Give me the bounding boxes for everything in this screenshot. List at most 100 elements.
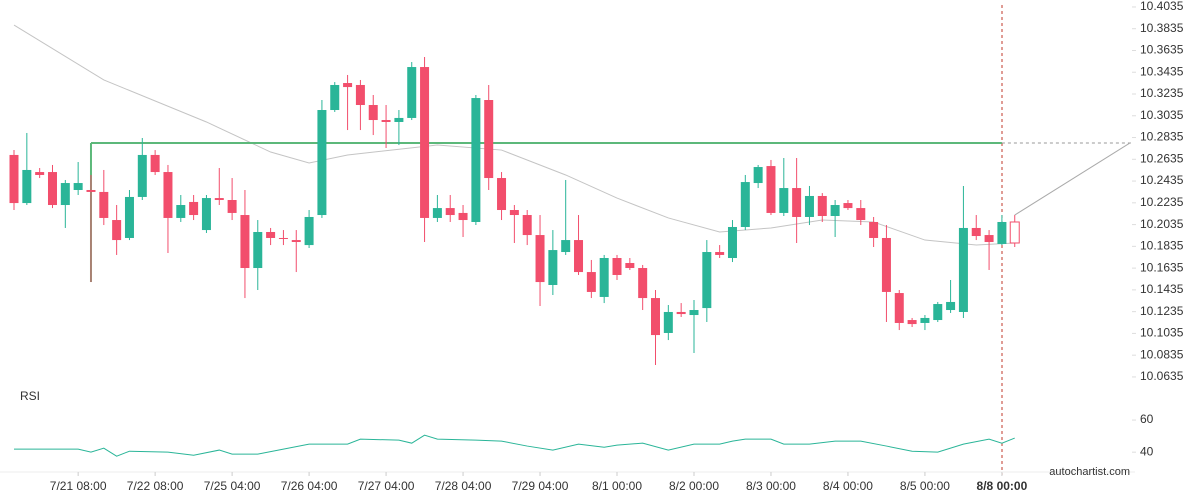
candle-body	[509, 210, 519, 216]
candle-body	[278, 237, 288, 239]
rsi-tick-label: 40	[1140, 444, 1154, 458]
x-tick-label: 7/28 04:00	[435, 479, 492, 493]
x-tick-label: 7/25 04:00	[204, 479, 261, 493]
rsi-title: RSI	[20, 389, 40, 403]
candle-body	[933, 304, 943, 321]
footer: autochartist.com	[1049, 466, 1130, 478]
y-tick-label: 10.0835	[1140, 347, 1184, 361]
candle-body	[497, 178, 507, 211]
candle-body	[869, 221, 879, 238]
candle-body	[124, 196, 134, 238]
moving-average	[13, 24, 1015, 246]
candle-body	[355, 84, 365, 106]
y-tick-label: 10.0635	[1140, 369, 1184, 383]
y-tick-label: 10.1835	[1140, 239, 1184, 253]
candle-body	[997, 221, 1007, 244]
x-tick-label: 7/27 04:00	[358, 479, 415, 493]
candle-body	[368, 105, 378, 121]
candle-body	[163, 172, 173, 218]
x-tick-label: 8/2 00:00	[669, 479, 719, 493]
y-tick-label: 10.3635	[1140, 43, 1184, 57]
candle-body	[330, 84, 340, 111]
y-tick-label: 10.3235	[1140, 86, 1184, 100]
candle-body	[599, 258, 609, 297]
y-tick-label: 10.3435	[1140, 64, 1184, 78]
y-tick-label: 10.2635	[1140, 151, 1184, 165]
x-tick-label: 7/26 04:00	[281, 479, 338, 493]
candle-body	[779, 188, 789, 213]
candle-body	[112, 220, 122, 241]
candle-body	[291, 240, 301, 243]
candle-body	[47, 172, 57, 206]
candle-body	[586, 272, 596, 292]
candle-body	[214, 198, 224, 201]
candle-body	[9, 154, 19, 204]
candle-body	[561, 240, 571, 253]
candle-body	[830, 205, 840, 217]
candle-body	[432, 208, 442, 218]
candle-body	[971, 227, 981, 237]
x-tick-label: 8/1 00:00	[592, 479, 642, 493]
candle-body	[638, 268, 648, 299]
candle-body	[73, 183, 83, 190]
candle-body	[689, 310, 699, 316]
candle-body	[227, 200, 237, 213]
candle-body	[176, 205, 186, 218]
candle-body	[792, 188, 802, 217]
candle-body	[663, 311, 673, 333]
candle-body	[201, 198, 211, 231]
candle-body	[856, 208, 866, 221]
y-tick-label: 10.2835	[1140, 130, 1184, 144]
candle-body	[740, 182, 750, 227]
candle-body	[715, 252, 725, 255]
candle-body	[548, 250, 558, 285]
candle-body	[958, 227, 968, 312]
candle-body	[304, 216, 314, 246]
candle-body	[137, 154, 147, 197]
x-tick-label: 7/29 04:00	[512, 479, 569, 493]
y-tick-label: 10.1235	[1140, 304, 1184, 318]
x-tick-label: 8/3 00:00	[746, 479, 796, 493]
candle-body	[253, 231, 263, 269]
forecast-arrow	[1014, 142, 1131, 216]
candle-body	[407, 67, 417, 118]
candle-body	[727, 226, 737, 259]
y-tick-label: 10.1035	[1140, 326, 1184, 340]
candle-body	[1009, 221, 1020, 244]
candle-body	[343, 83, 353, 88]
y-tick-label: 10.2235	[1140, 195, 1184, 209]
candle-body	[920, 317, 930, 323]
x-tick-label: 8/4 00:00	[823, 479, 873, 493]
rsi-line	[14, 434, 1015, 457]
candle-body	[804, 195, 814, 217]
candle-body	[676, 311, 686, 315]
candle-body	[150, 154, 160, 173]
candle-body	[471, 98, 481, 222]
candle-body	[86, 189, 96, 192]
candle-body	[240, 215, 250, 269]
y-tick-label: 10.2435	[1140, 173, 1184, 187]
y-tick-label: 10.4035	[1140, 0, 1184, 13]
y-tick-label: 10.3035	[1140, 108, 1184, 122]
y-tick-label: 10.1435	[1140, 282, 1184, 296]
candle-body	[420, 67, 430, 218]
candle-body	[817, 195, 827, 217]
candle-body	[35, 172, 45, 175]
candle-body	[766, 166, 776, 213]
candle-body	[522, 215, 532, 236]
y-tick-label: 10.3835	[1140, 21, 1184, 35]
candle-body	[651, 298, 660, 336]
candle-body	[484, 100, 494, 179]
candle-body	[946, 301, 956, 311]
candle-body	[381, 120, 391, 122]
candle-body	[445, 208, 455, 216]
y-tick-label: 10.1635	[1140, 260, 1184, 274]
x-tick-label: 8/8 00:00	[977, 479, 1028, 493]
x-tick-label: 7/22 08:00	[127, 479, 184, 493]
candle-body	[317, 110, 327, 216]
x-tick-label: 7/21 08:00	[50, 479, 107, 493]
candle-body	[894, 293, 904, 323]
candle-body	[753, 167, 763, 184]
